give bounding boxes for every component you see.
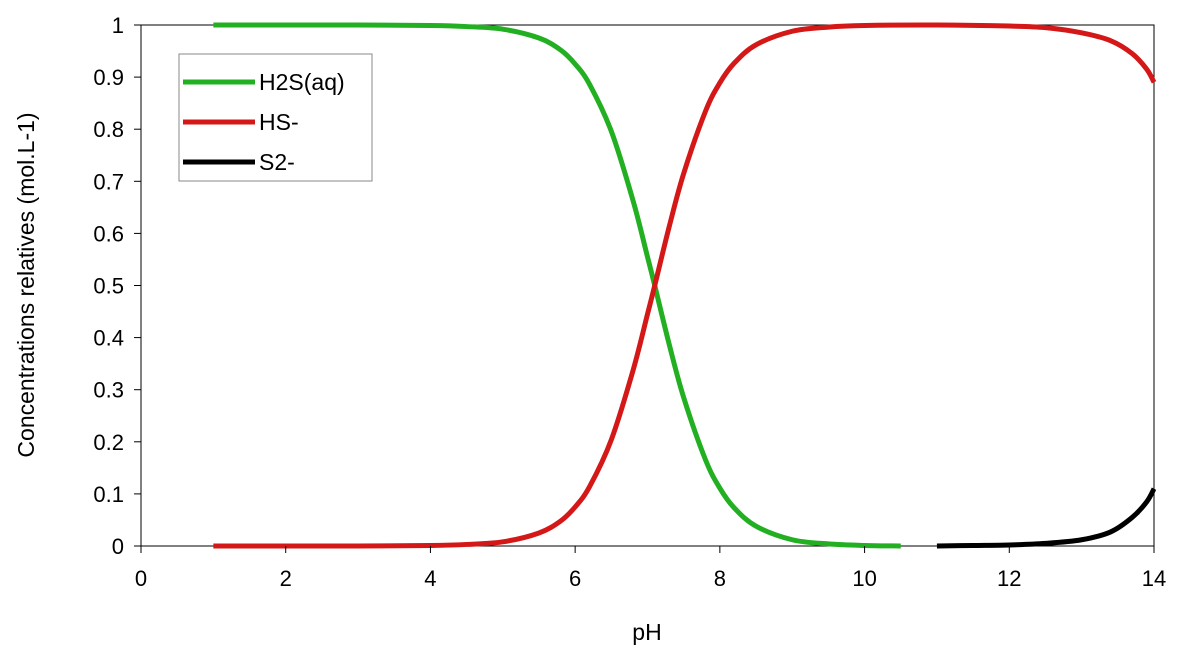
legend-entry: S2- [259,149,295,175]
legend: H2S(aq) HS- S2- [178,53,373,182]
y-tick-label: 0.4 [93,326,124,351]
x-tick-label: 2 [280,566,292,591]
x-tick-label: 4 [424,566,436,591]
y-tick-label: 0.9 [93,65,124,90]
series-line-1 [213,22,1157,549]
series-line-2 [936,487,1157,549]
series-layer [213,22,1157,549]
y-axis-label: Concentrations relatives (mol.L-1) [13,112,39,457]
x-tick-label: 8 [714,566,726,591]
series-line-0 [213,22,901,549]
y-tick-label: 0.3 [93,378,124,403]
y-tick-label: 0.5 [93,274,124,299]
x-tick-label: 14 [1142,566,1166,591]
x-tick-label: 12 [997,566,1021,591]
axis-layer: 0 2 4 6 8 10 12 14 0 0.1 0.2 0.3 0.4 0.5 0.6 0.7 0.8 0.9 1 [93,13,1166,591]
y-tick-label: 0.8 [93,117,124,142]
x-tick-label: 0 [135,566,147,591]
y-tick-label: 0 [112,534,124,559]
legend-entry: HS- [259,109,299,135]
x-tick-label: 6 [569,566,581,591]
y-tick-label: 0.2 [93,430,124,455]
y-tick-label: 0.7 [93,169,124,194]
x-tick-label: 10 [852,566,876,591]
legend-entry: H2S(aq) [259,69,345,95]
y-tick-label: 1 [112,13,124,38]
x-axis-label: pH [632,619,661,645]
y-tick-label: 0.1 [93,482,124,507]
y-tick-label: 0.6 [93,221,124,246]
